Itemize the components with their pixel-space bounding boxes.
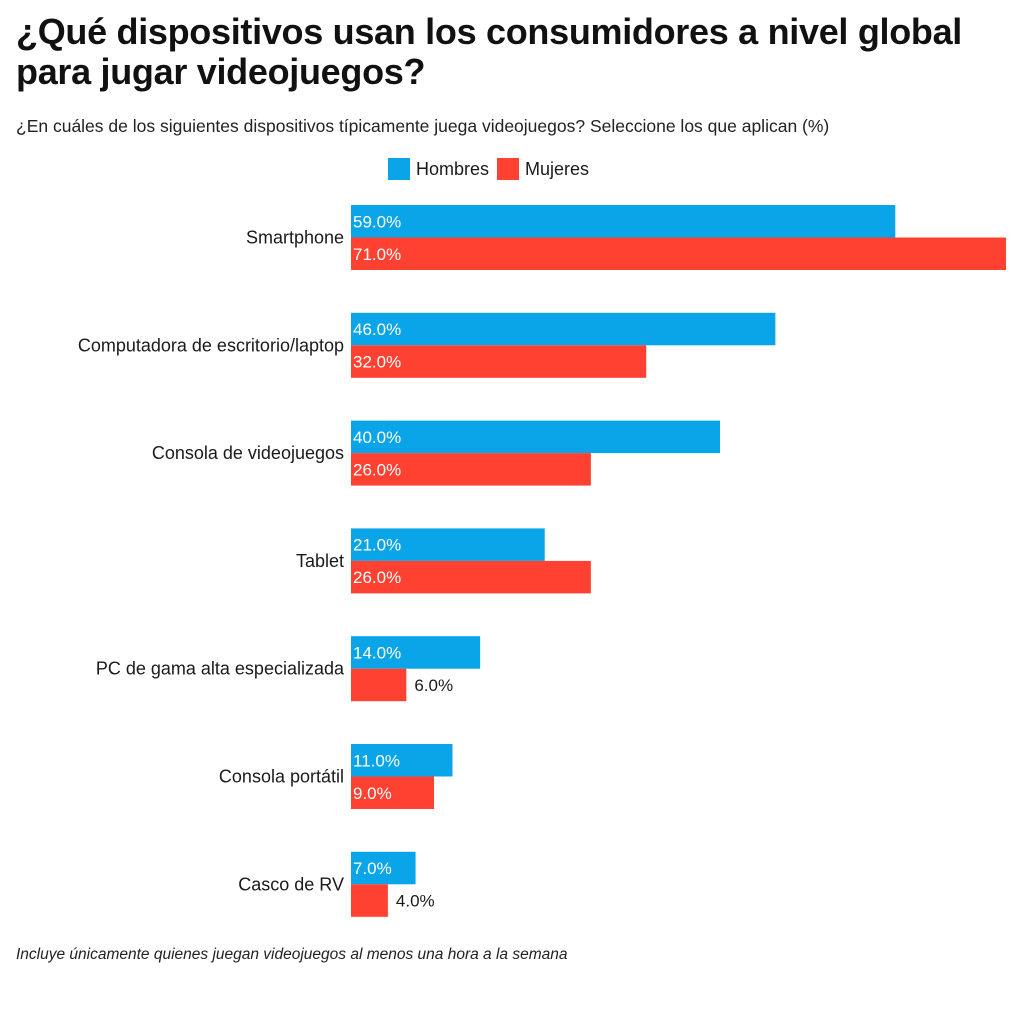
bar-hombres-casco-de-rv	[351, 851, 416, 885]
value-label-mujeres-consola-portatil: 9.0%	[353, 784, 392, 803]
value-label-mujeres-smartphone: 71.0%	[353, 245, 401, 264]
category-label-tablet: Tablet	[296, 551, 344, 571]
chart-title: ¿Qué dispositivos usan los consumidores …	[16, 11, 963, 92]
bar-hombres-smartphone	[351, 205, 896, 238]
chart-subtitle: ¿En cuáles de los siguientes dispositivo…	[16, 116, 830, 136]
value-label-mujeres-pc-de-gama-alta-especializada: 6.0%	[414, 676, 453, 695]
value-label-hombres-tablet: 21.0%	[353, 536, 401, 555]
bar-mujeres-consola-de-videojuegos	[351, 453, 591, 486]
bar-mujeres-smartphone	[351, 237, 1006, 270]
value-label-hombres-computadora-de-escritorio-laptop: 46.0%	[353, 320, 401, 339]
category-label-consola-portatil: Consola portátil	[219, 767, 344, 787]
legend-item-hombres: Hombres	[388, 158, 489, 180]
category-label-casco-de-rv: Casco de RV	[238, 874, 344, 894]
legend-swatch-mujeres	[497, 158, 520, 180]
bar-hombres-pc-de-gama-alta-especializada	[351, 636, 481, 669]
value-label-mujeres-tablet: 26.0%	[353, 568, 401, 587]
bar-mujeres-tablet	[351, 560, 591, 594]
bar-mujeres-computadora-de-escritorio-laptop	[351, 345, 647, 378]
bar-hombres-tablet	[351, 528, 545, 561]
category-label-computadora-de-escritorio-laptop: Computadora de escritorio/laptop	[78, 335, 344, 355]
category-label-pc-de-gama-alta-especializada: PC de gama alta especializada	[96, 659, 345, 679]
legend: Hombres Mujeres	[388, 158, 589, 180]
value-label-hombres-pc-de-gama-alta-especializada: 14.0%	[353, 643, 401, 662]
legend-label-hombres: Hombres	[416, 158, 490, 179]
category-label-consola-de-videojuegos: Consola de videojuegos	[152, 443, 344, 463]
bar-mujeres-pc-de-gama-alta-especializada	[351, 668, 407, 702]
category-label-smartphone: Smartphone	[246, 228, 344, 248]
value-label-hombres-consola-portatil: 11.0%	[353, 751, 400, 770]
value-label-mujeres-casco-de-rv: 4.0%	[396, 892, 435, 911]
value-label-hombres-casco-de-rv: 7.0%	[353, 859, 392, 878]
legend-swatch-hombres	[388, 158, 410, 180]
value-label-mujeres-computadora-de-escritorio-laptop: 32.0%	[353, 353, 401, 372]
bar-mujeres-casco-de-rv	[351, 884, 388, 917]
bar-chart: Smartphone 59.0% 71.0% Computadora de escri…	[78, 205, 1006, 917]
bar-mujeres-consola-portatil	[351, 776, 435, 809]
legend-item-mujeres: Mujeres	[497, 158, 589, 180]
bar-hombres-consola-portatil	[351, 744, 453, 777]
value-label-hombres-consola-de-videojuegos: 40.0%	[353, 428, 401, 447]
bar-hombres-computadora-de-escritorio-laptop	[351, 312, 776, 346]
value-label-mujeres-consola-de-videojuegos: 26.0%	[353, 460, 401, 479]
legend-label-mujeres: Mujeres	[525, 158, 590, 179]
value-label-hombres-smartphone: 59.0%	[353, 212, 401, 231]
footnote: Incluye únicamente quienes juegan videoj…	[16, 946, 568, 963]
bar-hombres-consola-de-videojuegos	[351, 420, 721, 454]
